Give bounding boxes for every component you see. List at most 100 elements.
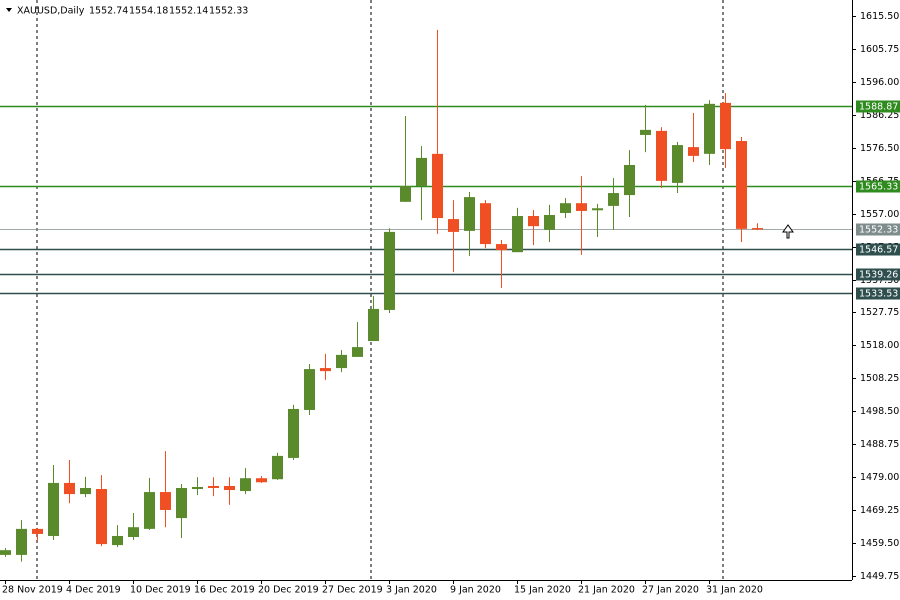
x-tick-label: 10 Dec 2019 [130, 585, 191, 596]
candle-body [464, 197, 475, 231]
candle-body [128, 527, 139, 537]
y-tick-label: 1596.00 [860, 77, 899, 88]
x-tick-label: 3 Jan 2020 [386, 585, 437, 596]
level-label: 1588.87 [859, 102, 898, 113]
x-tick-label: 28 Nov 2019 [2, 585, 63, 596]
candle-body [16, 528, 27, 555]
price-axis: 1449.75 1459.50 1469.25 1479.00 1488.75 1498.… [852, 11, 899, 582]
candle-body [0, 550, 11, 555]
candle-body [720, 102, 731, 150]
candle-body [48, 482, 59, 536]
y-tick-label: 1479.00 [860, 472, 899, 483]
candle-body [384, 231, 395, 310]
y-tick-label: 1488.75 [860, 439, 899, 450]
x-tick-label: 4 Dec 2019 [66, 585, 121, 596]
x-tick-label: 27 Jan 2020 [642, 585, 699, 596]
level-label-bg [856, 180, 900, 193]
candle-body [416, 157, 427, 186]
candle-body [272, 455, 283, 480]
y-tick-label: 1498.50 [860, 406, 899, 417]
y-tick-label: 1508.25 [860, 373, 899, 384]
ohlc-high: 1554.18 [129, 6, 168, 17]
level-label-bg [856, 100, 900, 113]
candle-body [512, 216, 523, 253]
level-label: 1546.57 [859, 245, 898, 256]
candle-body [320, 368, 331, 372]
candle-body [96, 489, 107, 545]
ohlc-low: 1552.14 [169, 6, 208, 17]
y-tick-label: 1527.75 [860, 307, 899, 318]
y-tick-label: 1557.00 [860, 209, 899, 220]
x-tick-label: 21 Jan 2020 [578, 585, 635, 596]
x-tick-label: 9 Jan 2020 [450, 585, 501, 596]
y-tick-label: 1459.50 [860, 538, 899, 549]
level-label-bg [856, 243, 900, 256]
candle-body [544, 215, 555, 230]
x-tick-label: 15 Jan 2020 [514, 585, 571, 596]
level-label-bg [856, 223, 900, 236]
x-tick-label: 27 Dec 2019 [322, 585, 383, 596]
candle-body [144, 492, 155, 529]
ohlc-close: 1552.33 [209, 6, 248, 17]
candle-body [560, 203, 571, 213]
candle-body [496, 244, 507, 251]
y-tick-label: 1576.50 [860, 143, 899, 154]
candle-body [656, 130, 667, 181]
candle-body [368, 308, 379, 342]
candle-body [304, 369, 315, 410]
candle-body [640, 129, 651, 135]
candle-body [752, 228, 763, 230]
candle-body [432, 153, 443, 219]
candle-body [736, 141, 747, 229]
level-label: 1565.33 [859, 182, 898, 193]
candle-body [448, 219, 459, 232]
candle-body [608, 193, 619, 206]
x-tick-label: 31 Jan 2020 [706, 585, 763, 596]
candle-body [336, 354, 347, 369]
candle-body [672, 145, 683, 183]
candle-body [160, 492, 171, 510]
candle-body [112, 535, 123, 546]
y-tick-label: 1605.75 [860, 44, 899, 55]
level-label: 1552.33 [859, 225, 898, 236]
level-label: 1539.26 [859, 270, 898, 281]
candle-body [224, 485, 235, 491]
y-tick-label: 1615.50 [860, 11, 899, 22]
y-tick-label: 1449.75 [860, 571, 899, 582]
candle-body [576, 203, 587, 211]
x-tick-label: 20 Dec 2019 [258, 585, 319, 596]
levels [0, 105, 852, 295]
ohlc-open: 1552.74 [89, 6, 128, 17]
candle-body [592, 208, 603, 211]
candle-body [400, 185, 411, 202]
candle-body [256, 478, 267, 483]
level-label: 1533.53 [859, 289, 898, 300]
level-label-bg [856, 268, 900, 281]
level-labels: 1588.87 1565.33 1546.57 1539.26 1533.53 1552.… [856, 100, 900, 300]
candle-body [352, 347, 363, 357]
candle-body [32, 528, 43, 534]
menu-triangle[interactable] [6, 8, 12, 12]
x-tick-label: 16 Dec 2019 [194, 585, 255, 596]
candle-body [480, 203, 491, 245]
y-tick-label: 1469.25 [860, 505, 899, 516]
candle-body [288, 408, 299, 458]
candle-body [80, 488, 91, 495]
y-tick-label: 1518.00 [860, 340, 899, 351]
candle-body [176, 488, 187, 519]
candle-body [208, 485, 219, 489]
candles [0, 29, 763, 562]
candle-body [192, 486, 203, 490]
level-label-bg [856, 287, 900, 300]
candle-body [528, 216, 539, 227]
symbol-title: XAUUSD,Daily [17, 6, 85, 17]
arrow-icon [782, 224, 794, 239]
candle-body [64, 482, 75, 495]
y-tick-label: 1586.25 [860, 110, 899, 121]
candle-body [704, 103, 715, 154]
candle-body [240, 478, 251, 492]
candle-body [688, 147, 699, 156]
